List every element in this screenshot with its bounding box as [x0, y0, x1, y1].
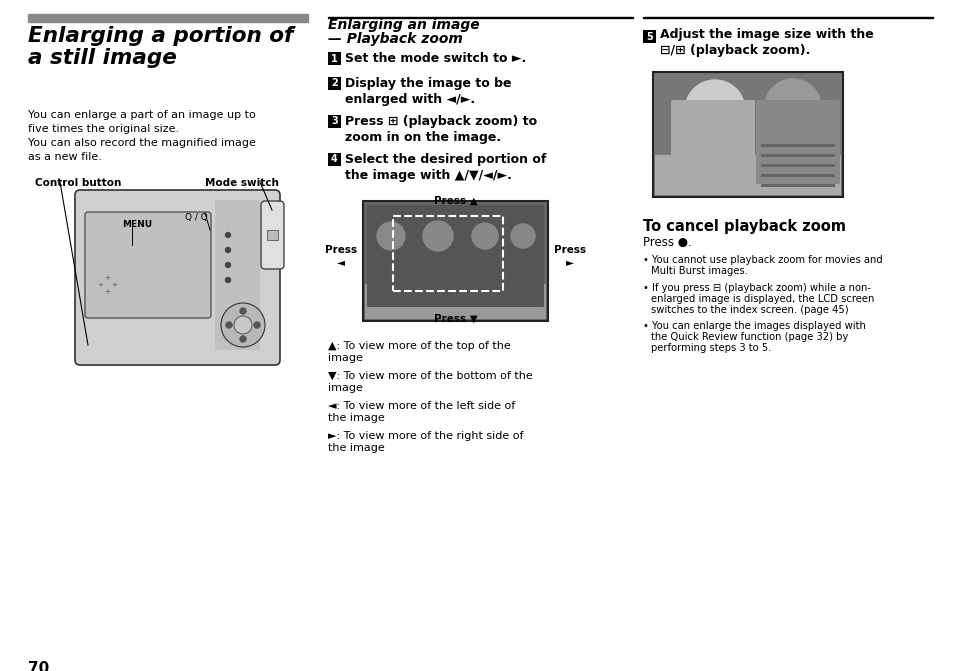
- Bar: [328, 115, 340, 128]
- Text: You can also record the magnified image: You can also record the magnified image: [28, 138, 255, 148]
- Circle shape: [225, 278, 231, 282]
- Text: 1: 1: [331, 54, 337, 64]
- Text: — Playback zoom: — Playback zoom: [328, 32, 462, 46]
- Text: MENU: MENU: [122, 220, 152, 229]
- Text: switches to the index screen. (page 45): switches to the index screen. (page 45): [650, 305, 848, 315]
- Text: ▼: To view more of the bottom of the
image: ▼: To view more of the bottom of the ima…: [328, 371, 532, 393]
- Bar: [760, 164, 834, 167]
- Text: as a new file.: as a new file.: [28, 152, 102, 162]
- Bar: [760, 144, 834, 147]
- Text: 5: 5: [645, 32, 652, 42]
- Text: Enlarging an image: Enlarging an image: [328, 18, 479, 32]
- Text: To cancel playback zoom: To cancel playback zoom: [642, 219, 845, 234]
- Bar: [28, 14, 308, 22]
- Bar: [214, 200, 260, 350]
- FancyBboxPatch shape: [461, 205, 509, 307]
- FancyBboxPatch shape: [501, 205, 543, 307]
- Text: Select the desired portion of
the image with ▲/▼/◄/►.: Select the desired portion of the image …: [345, 153, 546, 182]
- Text: +: +: [104, 275, 110, 281]
- Text: Press
◄: Press ◄: [325, 245, 356, 267]
- Text: • If you press ⊟ (playback zoom) while a non-: • If you press ⊟ (playback zoom) while a…: [642, 283, 870, 293]
- Circle shape: [221, 303, 265, 347]
- Circle shape: [511, 224, 535, 248]
- Text: Adjust the image size with the
⊟/⊞ (playback zoom).: Adjust the image size with the ⊟/⊞ (play…: [659, 28, 873, 57]
- Circle shape: [472, 223, 497, 249]
- Text: performing steps 3 to 5.: performing steps 3 to 5.: [650, 343, 771, 353]
- Text: Multi Burst images.: Multi Burst images.: [650, 266, 747, 276]
- Text: +: +: [97, 282, 103, 288]
- Bar: [328, 52, 340, 65]
- Text: 70: 70: [28, 661, 50, 671]
- Text: 4: 4: [331, 154, 337, 164]
- Text: Q / Q: Q / Q: [185, 213, 208, 222]
- Text: ▲: To view more of the top of the
image: ▲: To view more of the top of the image: [328, 341, 510, 364]
- Circle shape: [253, 322, 260, 328]
- Bar: [642, 30, 656, 43]
- Circle shape: [233, 316, 252, 334]
- Circle shape: [240, 308, 246, 314]
- Text: +: +: [104, 289, 110, 295]
- Text: Press ⊞ (playback zoom) to
zoom in on the image.: Press ⊞ (playback zoom) to zoom in on th…: [345, 115, 537, 144]
- Text: Control button: Control button: [35, 178, 121, 188]
- Circle shape: [240, 336, 246, 342]
- Text: Set the mode switch to ►.: Set the mode switch to ►.: [345, 52, 526, 65]
- Bar: [760, 174, 834, 177]
- FancyBboxPatch shape: [367, 205, 414, 307]
- FancyBboxPatch shape: [261, 201, 284, 269]
- Circle shape: [376, 222, 405, 250]
- Text: • You cannot use playback zoom for movies and: • You cannot use playback zoom for movie…: [642, 255, 882, 265]
- Text: the Quick Review function (page 32) by: the Quick Review function (page 32) by: [650, 332, 847, 342]
- Bar: [328, 17, 633, 18]
- Text: +: +: [111, 282, 117, 288]
- Text: enlarged image is displayed, the LCD screen: enlarged image is displayed, the LCD scr…: [650, 294, 874, 304]
- Bar: [328, 153, 340, 166]
- Circle shape: [226, 322, 232, 328]
- Text: Enlarging a portion of
a still image: Enlarging a portion of a still image: [28, 26, 294, 68]
- Bar: [760, 184, 834, 187]
- Text: ►: To view more of the right side of
the image: ►: To view more of the right side of the…: [328, 431, 523, 454]
- Bar: [642, 17, 932, 18]
- Circle shape: [225, 248, 231, 252]
- Bar: [365, 284, 545, 319]
- Circle shape: [225, 262, 231, 268]
- Text: ◄: To view more of the left side of
the image: ◄: To view more of the left side of the …: [328, 401, 515, 423]
- Text: 2: 2: [331, 79, 337, 89]
- Circle shape: [764, 79, 821, 135]
- Text: You can enlarge a part of an image up to: You can enlarge a part of an image up to: [28, 110, 255, 120]
- Text: Mode switch: Mode switch: [205, 178, 278, 188]
- FancyBboxPatch shape: [85, 212, 211, 318]
- Circle shape: [684, 80, 744, 140]
- FancyBboxPatch shape: [755, 100, 840, 184]
- Text: • You can enlarge the images displayed with: • You can enlarge the images displayed w…: [642, 321, 865, 331]
- FancyBboxPatch shape: [670, 100, 754, 184]
- FancyBboxPatch shape: [412, 205, 463, 307]
- Bar: [328, 77, 340, 90]
- Text: Press ▼: Press ▼: [434, 314, 476, 324]
- Circle shape: [225, 232, 231, 238]
- Text: Press ▲: Press ▲: [434, 196, 476, 206]
- Text: Display the image to be
enlarged with ◄/►.: Display the image to be enlarged with ◄/…: [345, 77, 511, 106]
- Bar: [652, 72, 842, 197]
- Bar: [363, 201, 547, 321]
- FancyBboxPatch shape: [75, 190, 280, 365]
- Bar: [655, 155, 841, 195]
- Bar: [760, 154, 834, 157]
- Text: Press ●.: Press ●.: [642, 236, 691, 249]
- Bar: [393, 216, 502, 291]
- Bar: [267, 230, 277, 240]
- Circle shape: [422, 221, 453, 251]
- Text: Press
►: Press ►: [554, 245, 585, 267]
- Text: 3: 3: [331, 117, 337, 127]
- Text: five times the original size.: five times the original size.: [28, 124, 179, 134]
